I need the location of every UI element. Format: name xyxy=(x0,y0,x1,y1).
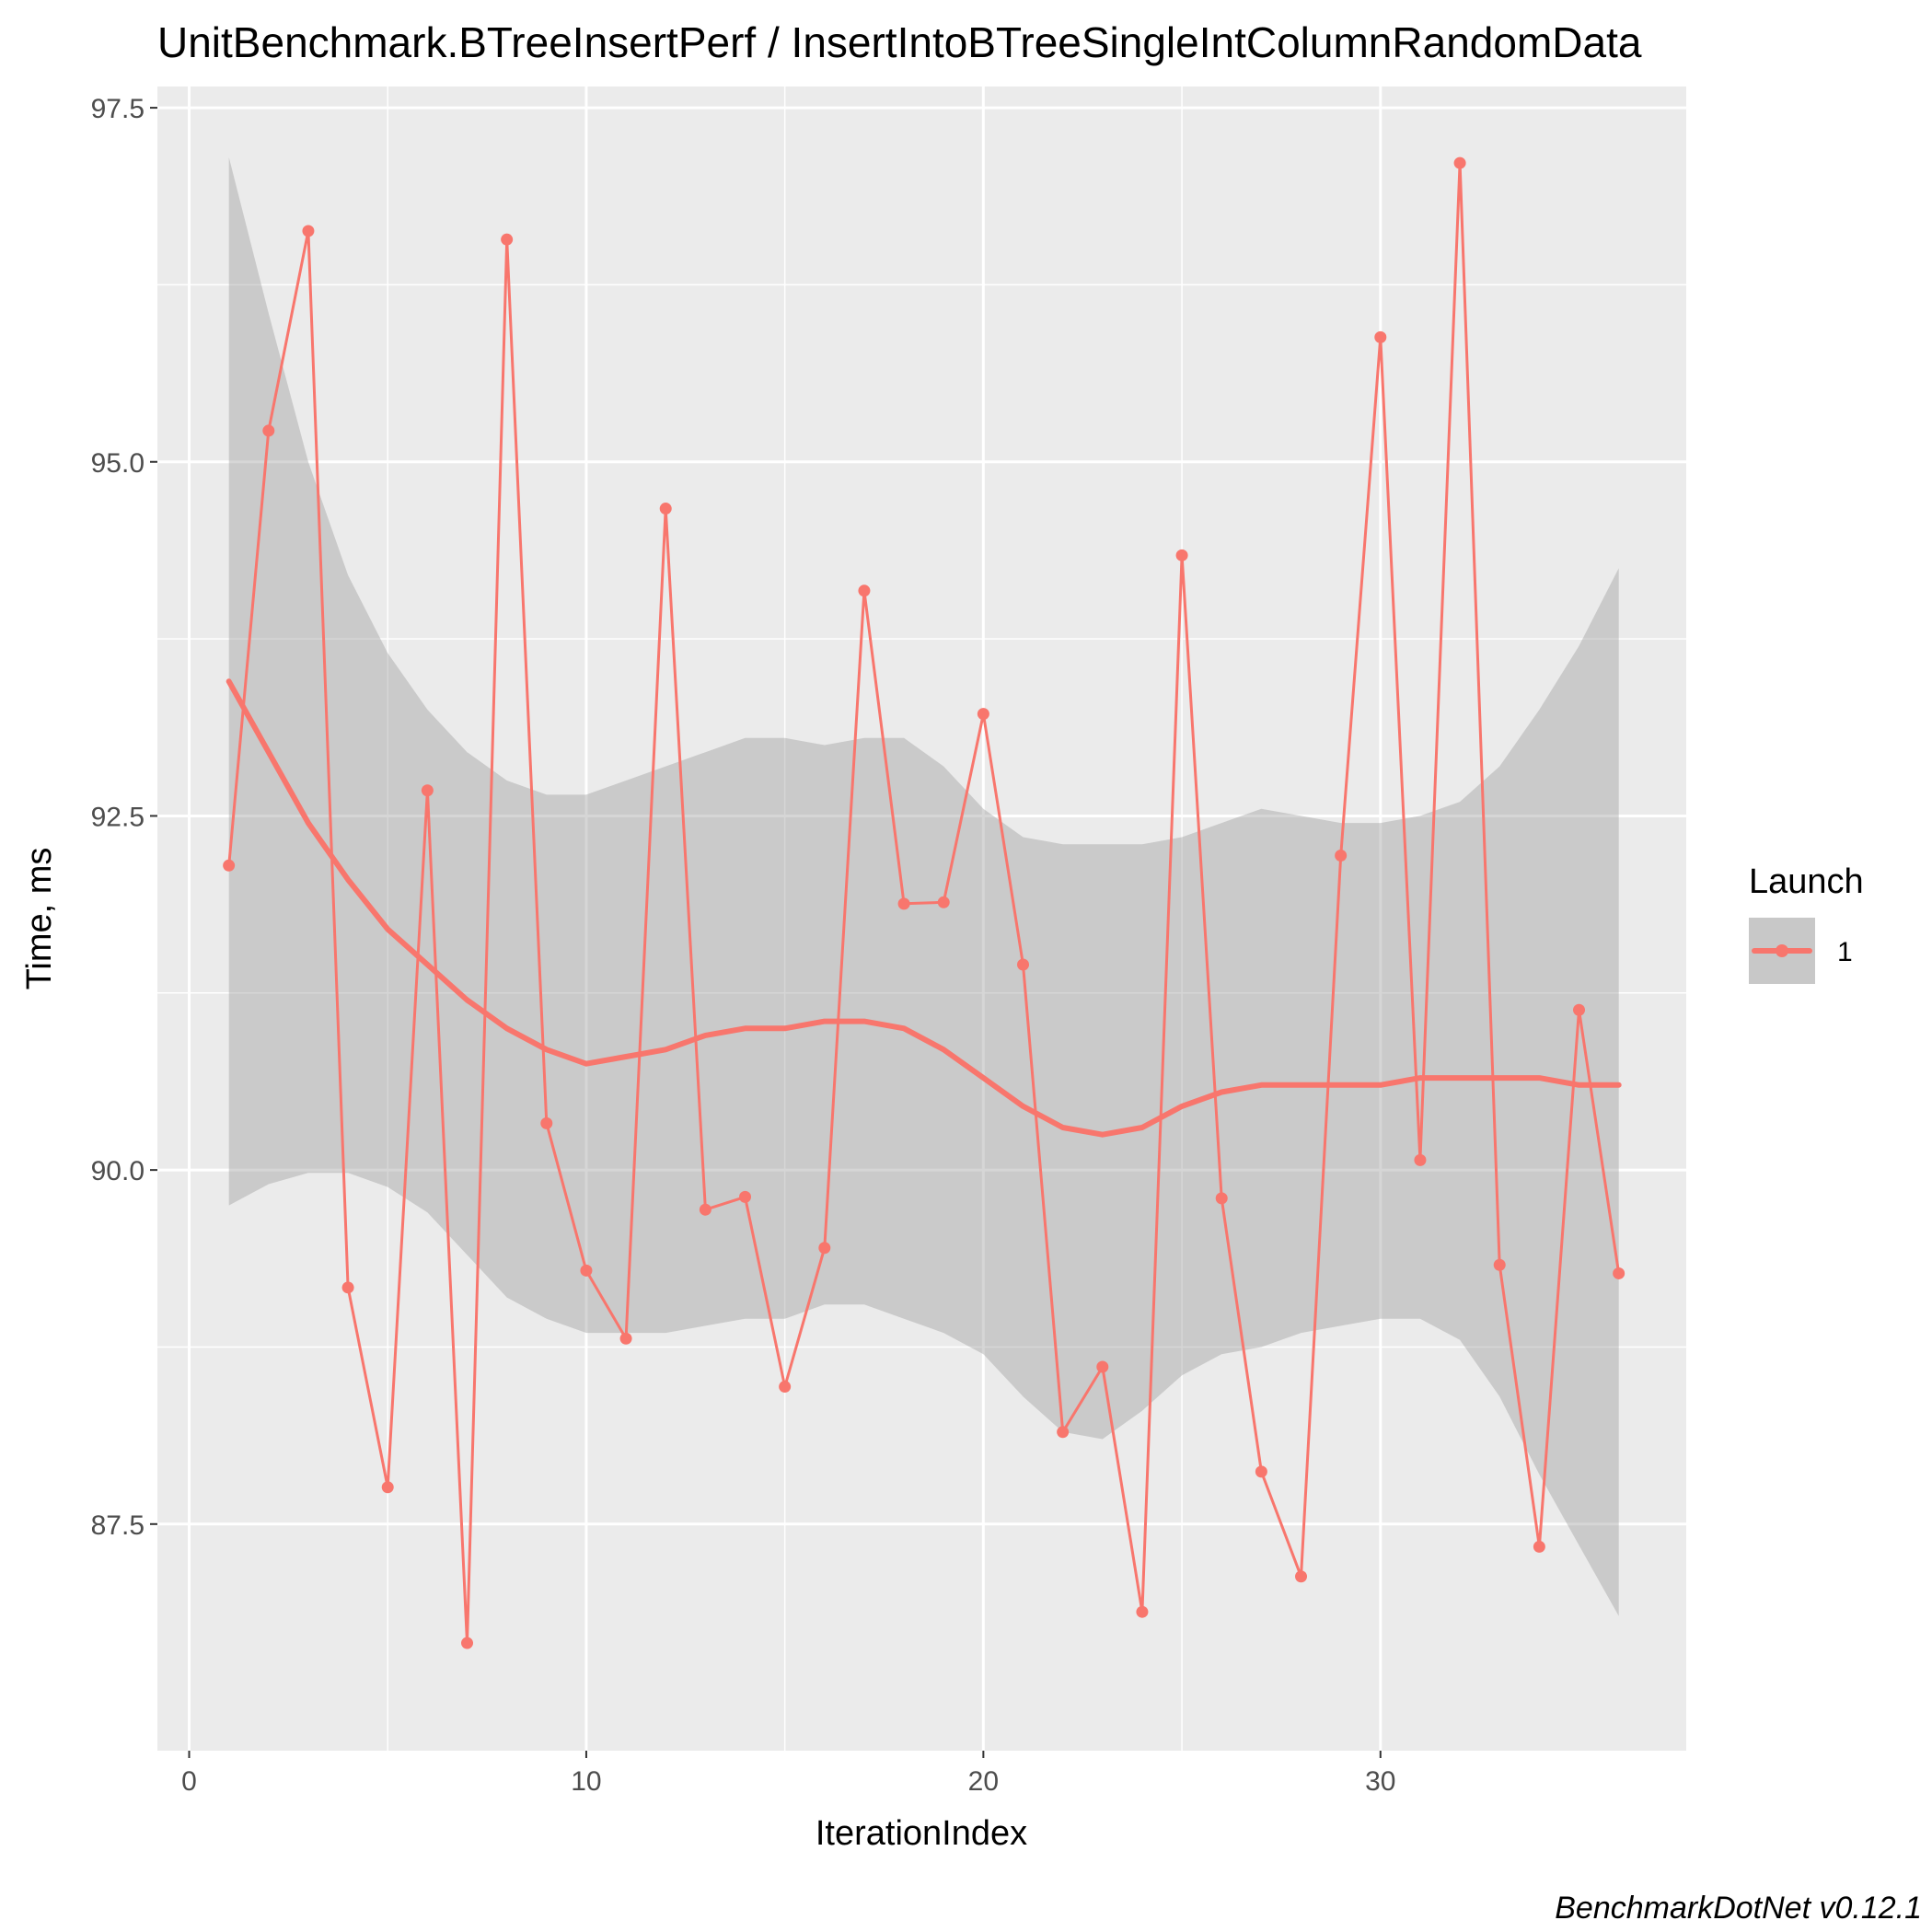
confidence-ribbon-layer xyxy=(228,156,1619,1616)
data-point xyxy=(659,503,672,515)
data-point xyxy=(699,1203,711,1216)
data-point xyxy=(1414,1153,1427,1166)
data-point xyxy=(262,424,275,437)
panel-background xyxy=(157,87,1686,1751)
data-point xyxy=(818,1242,831,1255)
data-point xyxy=(580,1264,593,1277)
series-line xyxy=(227,161,1621,1645)
caption: BenchmarkDotNet v0.12.1 xyxy=(1555,1891,1922,1926)
data-point xyxy=(1215,1192,1228,1205)
data-point xyxy=(779,1381,792,1394)
data-point xyxy=(619,1332,632,1345)
data-point xyxy=(739,1190,752,1203)
data-point xyxy=(1573,1003,1586,1016)
y-tick-label: 90.0 xyxy=(91,1156,145,1186)
data-point xyxy=(1374,330,1387,343)
data-point xyxy=(1017,958,1030,971)
data-point xyxy=(302,225,315,237)
x-tick-label: 20 xyxy=(968,1766,999,1797)
legend: Launch 1 xyxy=(1749,862,1864,984)
x-axis-title: IterationIndex xyxy=(816,1814,1027,1853)
data-point xyxy=(937,896,950,908)
data-point xyxy=(1335,850,1348,862)
data-point xyxy=(381,1481,394,1494)
data-point xyxy=(1295,1570,1308,1583)
data-point xyxy=(1136,1605,1149,1618)
data-point xyxy=(421,784,434,797)
data-point xyxy=(1493,1258,1506,1271)
data-point xyxy=(858,584,871,597)
y-axis: 87.5 90.0 92.5 95.0 97.5 xyxy=(91,94,157,1541)
series-layer xyxy=(223,156,1625,1649)
data-point xyxy=(1255,1465,1267,1478)
legend-title: Launch xyxy=(1749,862,1864,901)
data-point xyxy=(897,897,910,910)
data-point xyxy=(977,708,989,721)
x-tick-label: 0 xyxy=(181,1766,197,1797)
legend-key-point xyxy=(1776,944,1788,957)
x-tick-label: 30 xyxy=(1365,1766,1395,1797)
data-point xyxy=(341,1281,354,1294)
y-tick-label: 87.5 xyxy=(91,1510,145,1541)
data-point xyxy=(223,859,236,872)
data-point xyxy=(540,1116,553,1129)
y-tick-label: 95.0 xyxy=(91,448,145,479)
smooth-fit-line xyxy=(226,678,1622,1138)
data-point xyxy=(501,233,514,246)
confidence-ribbon xyxy=(228,156,1619,1616)
x-tick-label: 10 xyxy=(571,1766,601,1797)
data-point xyxy=(1613,1267,1625,1279)
y-axis-title: Time, ms xyxy=(20,848,59,990)
data-point xyxy=(461,1637,474,1649)
data-point xyxy=(1057,1426,1070,1439)
grid-minor xyxy=(157,87,1686,1751)
y-tick-label: 97.5 xyxy=(91,94,145,124)
data-point xyxy=(1453,156,1466,169)
data-point xyxy=(1533,1540,1545,1553)
y-tick-label: 92.5 xyxy=(91,802,145,832)
x-axis: 0 10 20 30 xyxy=(181,1751,1395,1797)
grid-major xyxy=(157,87,1686,1751)
legend-entry-label: 1 xyxy=(1837,937,1853,967)
data-point xyxy=(1096,1360,1109,1373)
smooth-layer xyxy=(226,678,1622,1138)
chart-title: UnitBenchmark.BTreeInsertPerf / InsertIn… xyxy=(157,18,1642,66)
data-point xyxy=(1175,549,1188,561)
